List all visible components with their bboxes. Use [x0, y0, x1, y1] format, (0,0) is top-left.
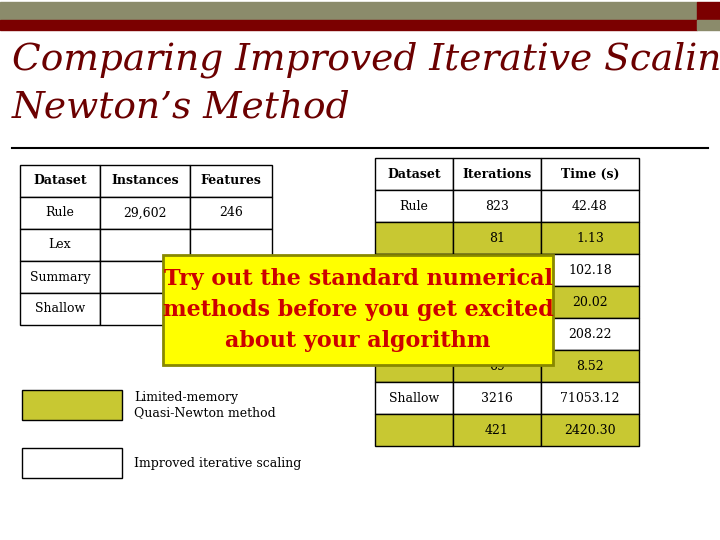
Bar [375, 190, 453, 222]
Bar [541, 382, 639, 414]
Bar [100, 165, 190, 197]
Bar [541, 318, 639, 350]
Bar [453, 350, 541, 382]
Bar [453, 318, 541, 350]
Bar [453, 414, 541, 446]
Bar [190, 197, 272, 229]
Text: Time (s): Time (s) [561, 167, 619, 180]
Text: Limited-memory
Quasi-Newton method: Limited-memory Quasi-Newton method [134, 390, 276, 420]
Text: 6: 6 [493, 327, 501, 341]
Bar [375, 286, 453, 318]
Bar [697, 20, 720, 30]
Text: Lex: Lex [49, 239, 71, 252]
Text: 1.13: 1.13 [576, 232, 604, 245]
Bar [375, 222, 453, 254]
Bar [453, 222, 541, 254]
Text: Shallow: Shallow [35, 302, 85, 315]
Bar [100, 261, 190, 293]
Bar [100, 197, 190, 229]
Text: 3216: 3216 [481, 392, 513, 404]
Bar [0, 20, 697, 30]
Bar [375, 414, 453, 446]
Bar [190, 261, 272, 293]
Bar [20, 197, 100, 229]
Text: Summary: Summary [30, 271, 90, 284]
Bar [190, 229, 272, 261]
Text: 823: 823 [485, 199, 509, 213]
Text: 246: 246 [219, 206, 243, 219]
Text: Newton’s Method: Newton’s Method [12, 90, 351, 126]
Bar [20, 293, 100, 325]
Bar [190, 293, 272, 325]
Bar [697, 2, 720, 20]
Text: 76: 76 [489, 295, 505, 308]
Bar [100, 293, 190, 325]
Bar [20, 165, 100, 197]
Bar [375, 382, 453, 414]
Bar [22, 390, 122, 420]
Text: 421: 421 [485, 423, 509, 436]
Text: Dataset: Dataset [387, 167, 441, 180]
Bar [375, 158, 453, 190]
Bar [453, 190, 541, 222]
Bar [20, 229, 100, 261]
Bar [375, 318, 453, 350]
Text: 42.48: 42.48 [572, 199, 608, 213]
Bar [453, 382, 541, 414]
Bar [541, 222, 639, 254]
Text: 1: 1 [493, 264, 501, 276]
Bar [375, 254, 453, 286]
Text: 29,602: 29,602 [123, 206, 167, 219]
Text: Rule: Rule [400, 199, 428, 213]
Bar [541, 286, 639, 318]
Bar [541, 414, 639, 446]
Bar [541, 158, 639, 190]
Bar [100, 229, 190, 261]
Bar [22, 448, 122, 478]
Bar [541, 190, 639, 222]
Bar [0, 2, 697, 20]
Bar [163, 255, 553, 365]
Text: Features: Features [201, 174, 261, 187]
Text: 2420.30: 2420.30 [564, 423, 616, 436]
Bar [375, 350, 453, 382]
Text: 20.02: 20.02 [572, 295, 608, 308]
Text: 81: 81 [489, 232, 505, 245]
Text: Try out the standard numerical
methods before you get excited
about your algorit: Try out the standard numerical methods b… [163, 268, 554, 352]
Text: 71053.12: 71053.12 [560, 392, 620, 404]
Bar [453, 158, 541, 190]
Text: Iterations: Iterations [462, 167, 531, 180]
Bar [190, 165, 272, 197]
Text: Dataset: Dataset [33, 174, 87, 187]
Bar [541, 254, 639, 286]
Text: Instances: Instances [111, 174, 179, 187]
Text: Comparing Improved Iterative Scaling to: Comparing Improved Iterative Scaling to [12, 42, 720, 78]
Bar [453, 286, 541, 318]
Text: Rule: Rule [45, 206, 74, 219]
Text: 208.22: 208.22 [568, 327, 612, 341]
Text: 8.52: 8.52 [576, 360, 604, 373]
Bar [541, 350, 639, 382]
Text: 69: 69 [489, 360, 505, 373]
Text: Improved iterative scaling: Improved iterative scaling [134, 456, 302, 469]
Bar [20, 261, 100, 293]
Text: 102.18: 102.18 [568, 264, 612, 276]
Bar [453, 254, 541, 286]
Text: Shallow: Shallow [389, 392, 439, 404]
